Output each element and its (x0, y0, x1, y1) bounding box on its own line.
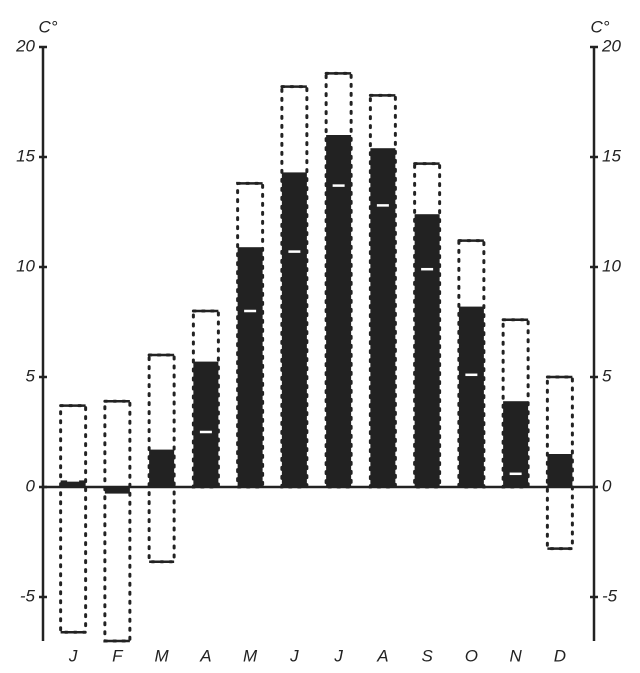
bar (104, 487, 130, 494)
y2-tick-label: 10 (602, 256, 621, 275)
bar (237, 247, 263, 487)
y2-tick-label: 20 (601, 36, 621, 55)
x-tick-label: A (376, 646, 388, 665)
x-tick-label: N (509, 646, 522, 665)
x-tick-label: D (554, 646, 566, 665)
bar (547, 454, 573, 487)
x-tick-label: F (112, 646, 124, 665)
bar (193, 361, 219, 487)
bar (414, 214, 440, 487)
bar (149, 449, 175, 487)
x-tick-label: A (199, 646, 211, 665)
range-box (59, 404, 88, 634)
bar (281, 172, 307, 487)
y-tick-label: 0 (26, 476, 36, 495)
y-tick-label: 15 (16, 146, 35, 165)
y2-tick-label: 15 (602, 146, 621, 165)
range-box (103, 399, 132, 643)
y-tick-label: 5 (26, 366, 36, 385)
y-tick-label: 20 (15, 36, 35, 55)
y2-tick-label: 0 (602, 476, 612, 495)
x-tick-label: M (155, 646, 170, 665)
x-tick-label: J (68, 646, 78, 665)
y2-tick-label: -5 (602, 586, 618, 605)
x-tick-label: J (333, 646, 343, 665)
bar (370, 148, 396, 487)
y-tick-label: 10 (16, 256, 35, 275)
y-tick-label: -5 (20, 586, 36, 605)
x-tick-label: O (465, 646, 478, 665)
y2-axis-label: C° (590, 17, 609, 36)
y2-tick-label: 5 (602, 366, 612, 385)
bar (60, 480, 86, 487)
bar (458, 306, 484, 487)
bar (326, 135, 352, 487)
x-tick-label: J (289, 646, 299, 665)
x-tick-label: S (421, 646, 433, 665)
y-axis-label: C° (38, 17, 57, 36)
x-tick-label: M (243, 646, 258, 665)
